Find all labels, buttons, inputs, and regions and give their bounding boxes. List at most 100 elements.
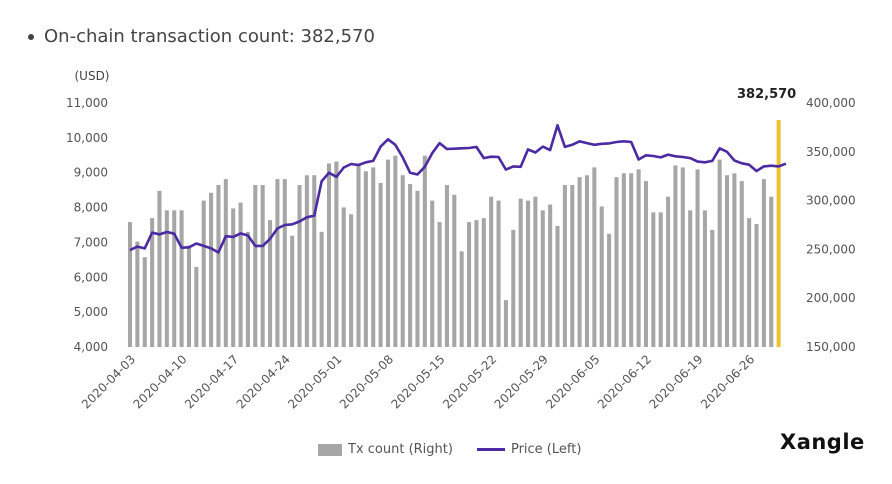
tx-count-bar: [643, 181, 648, 347]
tx-count-bar: [607, 233, 612, 347]
bullet-icon: [28, 33, 34, 40]
tx-count-bar: [297, 184, 302, 347]
tx-count-bar: [673, 165, 678, 347]
tx-count-bar: [245, 231, 250, 347]
x-tick-label: 2020-04-24: [234, 352, 293, 411]
tx-count-bar: [393, 155, 398, 347]
tx-count-bar: [400, 175, 405, 347]
tx-count-bar: [282, 179, 287, 347]
legend-line-swatch: [476, 448, 505, 451]
tx-count-bar: [430, 200, 435, 347]
x-tick-label: 2020-06-26: [698, 352, 757, 411]
tx-count-bar: [452, 194, 457, 347]
tx-count-bar: [688, 210, 693, 347]
tx-count-bar: [533, 196, 538, 347]
chart-heading: On-chain transaction count: 382,570: [28, 26, 375, 47]
x-tick-label: 2020-04-03: [79, 352, 138, 411]
left-tick-label: 6,000: [74, 270, 108, 284]
legend-item-tx-count: Tx count (Right): [318, 442, 453, 457]
x-tick-label: 2020-06-12: [595, 352, 654, 411]
tx-count-bar: [231, 208, 236, 347]
tx-count-bar: [761, 179, 766, 347]
tx-count-bar: [702, 210, 707, 347]
left-tick-label: 9,000: [74, 166, 108, 180]
left-tick-label: 4,000: [74, 340, 108, 354]
tx-count-bar: [769, 196, 774, 347]
tx-count-bar: [275, 179, 280, 347]
tx-count-bar: [651, 212, 656, 347]
tx-count-bar: [776, 120, 781, 347]
tx-count-bar: [444, 184, 449, 347]
tx-count-bar: [290, 235, 295, 347]
right-tick-label: 400,000: [806, 96, 856, 110]
tx-count-bar: [194, 266, 199, 347]
x-tick-label: 2020-05-15: [388, 352, 447, 411]
legend-bar-swatch: [318, 443, 342, 456]
legend-label-tx-count: Tx count (Right): [348, 442, 453, 457]
tx-count-bar: [260, 184, 265, 347]
tx-count-bar: [474, 220, 479, 347]
left-tick-label: 10,000: [66, 131, 108, 145]
price-line: [129, 124, 787, 254]
tx-count-bar: [732, 173, 737, 347]
tx-count-bar: [422, 155, 427, 347]
tx-count-bar: [385, 159, 391, 347]
tx-count-bar: [666, 196, 671, 347]
tx-count-bar: [562, 184, 567, 347]
left-tick-label: 7,000: [74, 235, 108, 249]
x-tick-label: 2020-05-08: [337, 352, 396, 411]
tx-count-bar: [341, 207, 346, 347]
left-tick-label: 8,000: [74, 201, 108, 215]
legend-label-price: Price (Left): [510, 442, 582, 457]
x-tick-label: 2020-06-05: [543, 352, 602, 411]
tx-count-bar: [164, 210, 169, 347]
legend-item-price: Price (Left): [476, 442, 582, 457]
tx-count-bar: [710, 229, 715, 347]
tx-count-bar: [408, 184, 413, 347]
tx-count-bar: [312, 175, 317, 347]
tx-count-bar: [695, 169, 700, 347]
tx-count-bar: [754, 224, 759, 347]
left-axis-unit: (USD): [74, 69, 109, 83]
left-tick-label: 11,000: [66, 96, 108, 110]
tx-count-bar: [334, 161, 339, 347]
tx-count-bar: [238, 202, 243, 347]
tx-count-bar: [319, 231, 324, 347]
tx-count-bar: [209, 192, 214, 347]
tx-count-bar: [186, 245, 191, 347]
tx-count-bar: [415, 190, 420, 347]
tx-count-bar: [253, 184, 258, 347]
right-tick-label: 150,000: [806, 340, 856, 354]
tx-count-bar: [437, 222, 442, 347]
tx-count-bar: [223, 179, 228, 347]
right-tick-label: 300,000: [806, 194, 856, 208]
tx-count-bar: [636, 169, 641, 347]
tx-count-bar: [555, 225, 560, 347]
tx-count-bar: [371, 167, 376, 347]
tx-count-bar: [592, 167, 597, 347]
tx-count-bar: [481, 218, 486, 347]
tx-count-bar: [201, 200, 206, 347]
x-tick-label: 2020-05-22: [440, 352, 499, 411]
tx-count-bar: [363, 171, 368, 347]
tx-count-bar: [127, 222, 133, 347]
highlight-value-label: 382,570: [737, 87, 796, 102]
tx-count-bar: [378, 183, 383, 347]
chart-legend: Tx count (Right) Price (Left): [318, 442, 581, 457]
tx-count-bar: [621, 173, 626, 347]
tx-count-bar: [540, 210, 545, 347]
tx-count-bar: [680, 167, 685, 347]
tx-count-bar: [326, 163, 332, 347]
tx-count-bar: [503, 300, 508, 347]
tx-count-bar: [489, 196, 494, 347]
tx-count-bar: [268, 220, 273, 347]
tx-count-bar: [135, 241, 140, 347]
x-tick-label: 2020-06-19: [646, 352, 705, 411]
x-tick-label: 2020-04-17: [182, 352, 241, 411]
tx-count-bar: [577, 177, 582, 347]
right-tick-label: 250,000: [806, 242, 856, 256]
tx-count-bar: [172, 210, 177, 347]
tx-count-bar: [658, 212, 663, 347]
tx-count-bar: [548, 204, 553, 347]
